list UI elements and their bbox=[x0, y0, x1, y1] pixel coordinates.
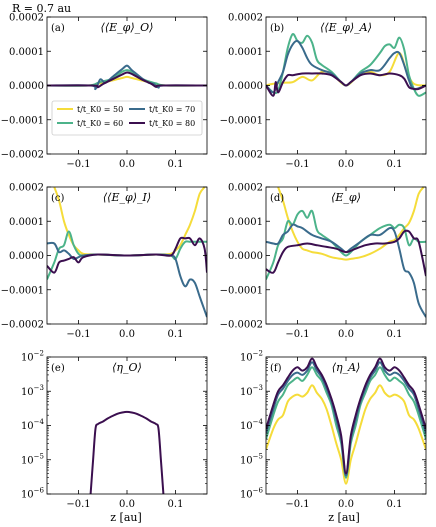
y-tick-label: 10−4 bbox=[240, 418, 264, 432]
x-tick-label: 0.1 bbox=[387, 159, 403, 170]
legend-entry: t/t_K0 = 50 bbox=[77, 105, 123, 114]
series-line-d-2 bbox=[266, 223, 426, 318]
y-tick-label: −0.0001 bbox=[220, 115, 263, 126]
x-tick-label: −0.1 bbox=[285, 499, 309, 510]
x-tick-label: 0.1 bbox=[168, 499, 184, 510]
y-tick-label: 0.0002 bbox=[9, 183, 44, 194]
y-tick-label: −0.0001 bbox=[1, 115, 44, 126]
series-line-b-3 bbox=[266, 72, 426, 97]
y-tick-label: −0.0002 bbox=[220, 320, 263, 331]
panel-title: ⟨⟨E_φ⟩_O⟩ bbox=[101, 21, 154, 34]
panel-label: (b) bbox=[270, 23, 284, 34]
panel-a: −0.1 0.0 0.1 0.0002 0.0001 0.0000 −0.0001 −0.00… bbox=[1, 13, 208, 170]
y-tick-label: 0.0001 bbox=[228, 217, 263, 228]
y-tick-label: −0.0002 bbox=[1, 320, 44, 331]
y-tick-label: −0.0002 bbox=[1, 150, 44, 161]
x-tick-label: −0.1 bbox=[66, 499, 90, 510]
y-tick-label: 10−2 bbox=[240, 350, 263, 364]
x-tick-label: 0.0 bbox=[338, 499, 354, 510]
x-tick-label: 0.1 bbox=[387, 499, 403, 510]
x-tick-label: 0.1 bbox=[168, 159, 184, 170]
y-tick-label: 10−6 bbox=[21, 487, 45, 501]
panel-label: (f) bbox=[270, 363, 282, 374]
y-tick-label: 0.0000 bbox=[228, 81, 263, 92]
y-tick-label: −0.0002 bbox=[220, 150, 263, 161]
y-tick-label: −0.0001 bbox=[220, 285, 263, 296]
panel-label: (a) bbox=[51, 23, 65, 34]
y-tick-label: 0.0001 bbox=[9, 217, 44, 228]
legend-entry: t/t_K0 = 70 bbox=[149, 105, 195, 114]
x-tick-label: −0.1 bbox=[66, 329, 90, 340]
panel-title: ⟨η_O⟩ bbox=[112, 361, 142, 374]
legend-entry: t/t_K0 = 80 bbox=[149, 119, 195, 128]
series-line-b-1 bbox=[266, 33, 426, 97]
x-tick-label: −0.1 bbox=[285, 159, 309, 170]
y-tick-label: 10−5 bbox=[240, 452, 263, 466]
panel-d: −0.1 0.0 0.1 0.0002 0.0001 0.0000 −0.0001 −0.00… bbox=[220, 183, 427, 340]
panel-label: (c) bbox=[51, 193, 65, 204]
series-line-f-3 bbox=[266, 357, 426, 475]
series-line-c-3 bbox=[47, 236, 207, 274]
panel-title: ⟨⟨E_φ⟩_A⟩ bbox=[320, 21, 372, 34]
panel-e: −0.1 0.0 0.1 10−2 10−3 10−4 10−5 10−6 (e) ⟨η_O⟩ bbox=[21, 350, 208, 510]
y-tick-label: 0.0001 bbox=[228, 47, 263, 58]
y-tick-label: 10−2 bbox=[21, 350, 44, 364]
series-line-c-2 bbox=[47, 241, 207, 318]
y-tick-label: 10−4 bbox=[21, 418, 45, 432]
y-tick-label: 10−6 bbox=[240, 487, 264, 501]
y-tick-label: 0.0002 bbox=[9, 13, 44, 24]
legend-entry: t/t_K0 = 60 bbox=[77, 119, 123, 128]
x-tick-label: 0.0 bbox=[119, 159, 135, 170]
series-line-d-1 bbox=[266, 209, 426, 280]
figure-title: R = 0.7 au bbox=[12, 2, 71, 15]
y-tick-label: 10−5 bbox=[21, 452, 44, 466]
series-line-a-3 bbox=[47, 71, 207, 89]
xlabel-left: z [au] bbox=[110, 511, 142, 524]
x-tick-label: 0.0 bbox=[338, 159, 354, 170]
axes-frame-e bbox=[46, 356, 208, 495]
panel-title: ⟨⟨E_φ⟩_I⟩ bbox=[103, 191, 151, 204]
x-tick-label: 0.1 bbox=[387, 329, 403, 340]
panel-title: ⟨η_A⟩ bbox=[332, 361, 361, 374]
panel-f: −0.1 0.0 0.1 10−2 10−3 10−4 10−5 10−6 (f) ⟨η_A⟩ bbox=[240, 350, 427, 510]
x-tick-label: −0.1 bbox=[66, 159, 90, 170]
y-tick-label: 0.0002 bbox=[228, 13, 263, 24]
y-tick-label: 0.0000 bbox=[9, 81, 44, 92]
x-tick-label: 0.1 bbox=[168, 329, 184, 340]
x-tick-label: 0.0 bbox=[119, 329, 135, 340]
y-tick-label: 10−3 bbox=[21, 384, 44, 398]
y-tick-label: 10−3 bbox=[240, 384, 263, 398]
series-line-f-1 bbox=[266, 366, 426, 479]
y-tick-label: −0.0001 bbox=[1, 285, 44, 296]
x-tick-label: 0.0 bbox=[338, 329, 354, 340]
y-tick-label: 0.0000 bbox=[9, 251, 44, 262]
x-tick-label: −0.1 bbox=[285, 329, 309, 340]
panel-label: (d) bbox=[270, 193, 284, 204]
series-line-f-2 bbox=[266, 361, 426, 477]
panel-label: (e) bbox=[51, 363, 65, 374]
y-tick-label: 0.0001 bbox=[9, 47, 44, 58]
xlabel-right: z [au] bbox=[328, 511, 360, 524]
panel-b: −0.1 0.0 0.1 0.0002 0.0001 0.0000 −0.0001 −0.00… bbox=[220, 13, 427, 170]
x-tick-label: 0.0 bbox=[119, 499, 135, 510]
series-line-e-0 bbox=[89, 410, 165, 494]
series-line-d-3 bbox=[266, 229, 426, 277]
y-tick-label: 0.0000 bbox=[228, 251, 263, 262]
panel-title: ⟨E_φ⟩ bbox=[331, 191, 361, 204]
series-line-f-0 bbox=[266, 384, 426, 485]
legend: t/t_K0 = 50 t/t_K0 = 60 t/t_K0 = 70 t/t_K0 … bbox=[51, 100, 203, 136]
y-tick-label: 0.0002 bbox=[228, 183, 263, 194]
panel-c: −0.1 0.0 0.1 0.0002 0.0001 0.0000 −0.0001 −0.00… bbox=[1, 183, 208, 340]
